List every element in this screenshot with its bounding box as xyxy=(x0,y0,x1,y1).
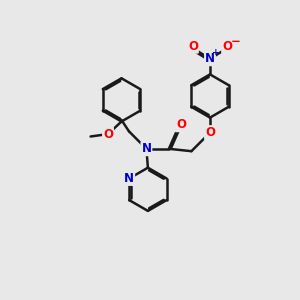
Text: O: O xyxy=(176,118,186,131)
Text: N: N xyxy=(124,172,134,185)
Text: O: O xyxy=(222,40,232,53)
Text: N: N xyxy=(141,142,152,155)
Text: −: − xyxy=(230,35,240,48)
Text: N: N xyxy=(205,52,215,65)
Text: O: O xyxy=(188,40,198,53)
Text: O: O xyxy=(205,126,215,139)
Text: +: + xyxy=(212,48,220,57)
Text: O: O xyxy=(103,128,113,141)
